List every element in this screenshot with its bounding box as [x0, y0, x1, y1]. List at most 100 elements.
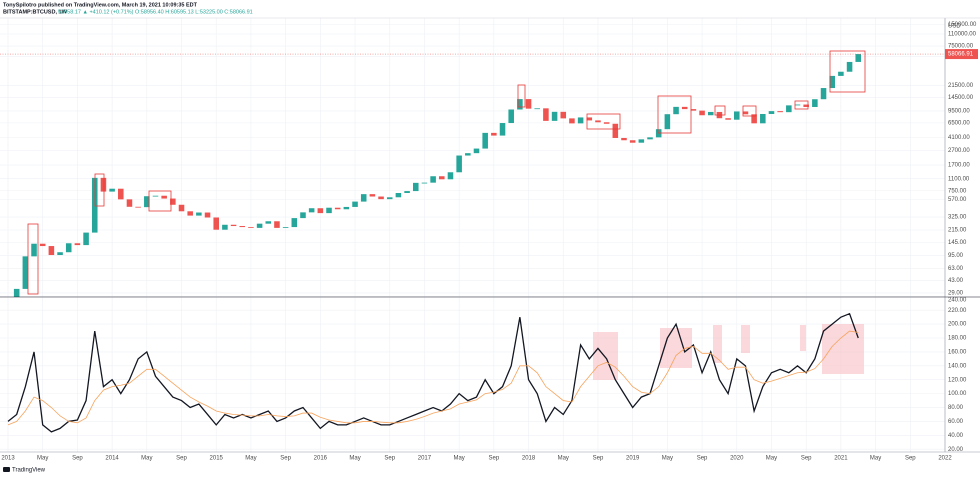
candle	[421, 182, 428, 184]
y-tick-label: 63.00	[948, 266, 964, 272]
candle	[222, 224, 228, 230]
x-tick-label: Sep	[384, 456, 395, 462]
candle	[456, 155, 462, 173]
candle	[846, 61, 853, 72]
axes	[0, 17, 980, 453]
candle	[22, 256, 29, 289]
y-tick-label: 750.00	[948, 188, 967, 194]
candle	[734, 111, 740, 120]
candle	[178, 204, 185, 212]
indicator-line	[7, 312, 859, 433]
candle	[794, 104, 801, 106]
y-tick-label: 4100.00	[948, 135, 970, 141]
candle	[499, 123, 506, 136]
logo	[3, 467, 10, 472]
annotation-box	[714, 105, 726, 116]
x-tick-label: 2019	[626, 456, 640, 462]
candle	[673, 106, 679, 115]
x-tick-label: May	[37, 456, 48, 462]
candle	[491, 132, 497, 136]
candle	[803, 104, 809, 107]
candle	[508, 109, 514, 124]
candle	[525, 99, 532, 109]
x-tick-label: 2018	[522, 456, 536, 462]
annotation-box	[517, 84, 526, 108]
y-tick-label: 95.00	[948, 253, 964, 259]
y-tick-label: 200.00	[948, 322, 967, 328]
y-tick-label: 1100.00	[948, 176, 970, 182]
candle	[308, 208, 315, 213]
zone	[822, 324, 864, 374]
candle	[213, 217, 219, 230]
candle	[707, 111, 714, 116]
candle	[48, 246, 55, 256]
x-tick-label: 2013	[1, 456, 15, 462]
candle	[170, 198, 176, 205]
candle	[204, 212, 211, 218]
candle	[100, 177, 107, 192]
y-tick-label: 6500.00	[948, 120, 970, 126]
candle	[256, 223, 263, 228]
candle	[352, 201, 358, 207]
footer: TradingView	[3, 467, 46, 474]
y-tick-label: 325.00	[948, 215, 967, 221]
candle	[560, 111, 567, 119]
annotation-box	[657, 95, 692, 134]
x-tick-label: 2015	[210, 456, 224, 462]
x-tick-label: Sep	[489, 456, 500, 462]
candle	[681, 106, 688, 110]
last-price-badge	[945, 49, 978, 60]
x-tick-label: Sep	[905, 456, 916, 462]
candle	[786, 105, 792, 113]
x-tick-label: May	[349, 456, 360, 462]
indicator-panel	[7, 312, 859, 433]
candle	[369, 194, 376, 197]
x-tick-label: 2021	[834, 456, 848, 462]
candle	[595, 120, 601, 123]
x-tick-label: 2020	[730, 456, 744, 462]
candle	[135, 206, 141, 208]
x-tick-label: Sep	[280, 456, 291, 462]
y-tick-label: 2700.00	[948, 148, 970, 154]
candle	[326, 207, 332, 214]
zone	[713, 325, 722, 363]
y-tick-label: 14500.00	[948, 95, 974, 101]
y-tick-label: 150000.00	[948, 22, 977, 28]
currency: USD	[948, 24, 961, 30]
candle	[74, 243, 81, 246]
author-line: TonySpilotro published on TradingView.co…	[3, 2, 198, 8]
candle	[447, 172, 454, 180]
symbol: BITSTAMP:BTCUSD, 1W	[3, 9, 68, 15]
candle	[551, 111, 558, 121]
candle	[343, 206, 350, 210]
y-tick-label: 180.00	[948, 336, 967, 342]
annotation-box	[794, 100, 809, 110]
y-tick-label: 75000.00	[948, 44, 974, 50]
candle	[126, 199, 133, 207]
candle	[386, 197, 393, 200]
candle	[161, 195, 167, 199]
y-tick-label: 29.00	[948, 291, 964, 297]
candle	[430, 176, 436, 183]
y-tick-label: 160.00	[948, 349, 967, 355]
candle	[820, 88, 827, 100]
candle	[577, 117, 584, 124]
candle	[395, 193, 402, 198]
y-tick-label: 21500.00	[948, 83, 974, 89]
annotation-box	[94, 173, 105, 207]
candle	[603, 122, 610, 124]
y-tick-label: 80.00	[948, 405, 964, 411]
candle	[838, 71, 844, 76]
x-tick-label: May	[558, 456, 569, 462]
candle	[360, 194, 367, 202]
candle	[282, 227, 289, 228]
y-tick-label: 140.00	[948, 363, 967, 369]
y-tick-label: 40.00	[948, 433, 964, 439]
quote: 58058.17 ▲ +410.12 (+0.71%) O:58956.40 H…	[58, 9, 253, 15]
y-tick-label: 1700.00	[948, 163, 970, 169]
candle	[699, 110, 705, 116]
candle	[534, 108, 541, 110]
candle	[334, 207, 341, 210]
